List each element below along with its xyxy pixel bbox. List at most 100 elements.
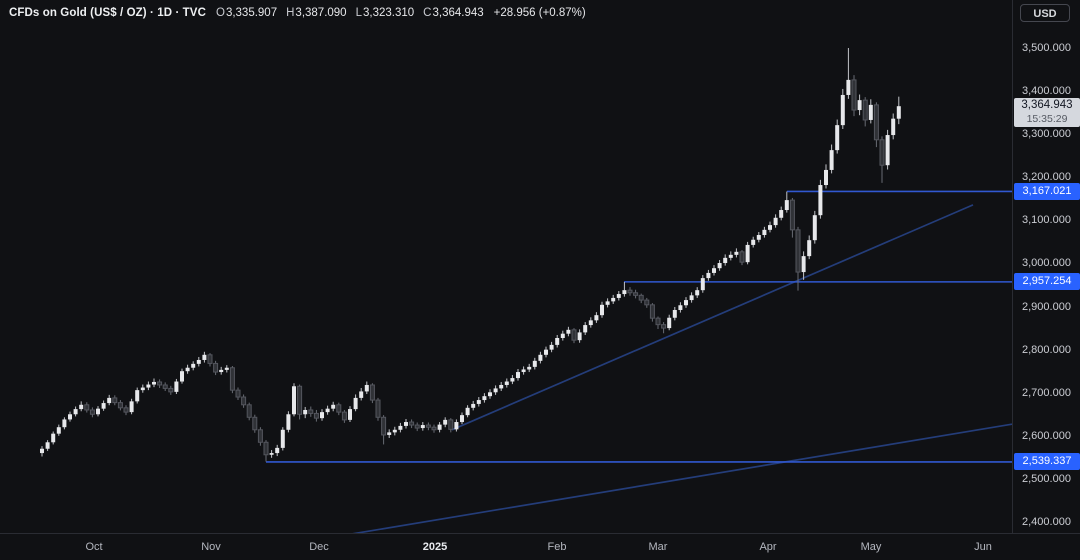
candle-up[interactable] bbox=[751, 239, 756, 245]
candle-up[interactable] bbox=[348, 409, 352, 420]
candle-up[interactable] bbox=[723, 257, 728, 264]
candle-up[interactable] bbox=[605, 301, 610, 305]
candle-down[interactable] bbox=[414, 424, 420, 429]
candle-up[interactable] bbox=[488, 392, 492, 397]
candle-up[interactable] bbox=[185, 367, 190, 372]
candle-up[interactable] bbox=[544, 349, 548, 355]
candle-up[interactable] bbox=[320, 412, 324, 419]
candle-down[interactable] bbox=[157, 381, 163, 386]
candle-up[interactable] bbox=[219, 369, 224, 373]
candle-up[interactable] bbox=[286, 414, 291, 430]
candle-up[interactable] bbox=[56, 427, 61, 434]
candle-up[interactable] bbox=[667, 317, 672, 329]
candle-up[interactable] bbox=[465, 407, 470, 416]
candle-up[interactable] bbox=[40, 448, 44, 454]
candle-up[interactable] bbox=[745, 244, 750, 263]
candle-up[interactable] bbox=[784, 200, 789, 211]
candle-up[interactable] bbox=[678, 305, 683, 310]
candle-up[interactable] bbox=[734, 251, 739, 255]
candle-up[interactable] bbox=[594, 315, 599, 321]
candle-down[interactable] bbox=[571, 329, 577, 341]
candle-up[interactable] bbox=[885, 135, 890, 166]
candle-down[interactable] bbox=[789, 199, 795, 231]
candle-down[interactable] bbox=[117, 402, 123, 409]
candle-up[interactable] bbox=[756, 235, 761, 240]
candle-up[interactable] bbox=[353, 397, 358, 410]
candle-up[interactable] bbox=[392, 429, 397, 433]
candle-down[interactable] bbox=[661, 324, 667, 329]
candle-up[interactable] bbox=[499, 384, 504, 389]
candle-up[interactable] bbox=[180, 371, 184, 382]
candle-down[interactable] bbox=[638, 294, 644, 301]
candle-up[interactable] bbox=[538, 354, 543, 361]
currency-button[interactable]: USD bbox=[1020, 4, 1070, 22]
candle-up[interactable] bbox=[706, 272, 711, 279]
candle-up[interactable] bbox=[471, 403, 476, 408]
candle-down[interactable] bbox=[241, 396, 247, 406]
candle-up[interactable] bbox=[812, 215, 817, 241]
candle-down[interactable] bbox=[644, 299, 650, 306]
candle-up[interactable] bbox=[672, 309, 677, 318]
candle-up[interactable] bbox=[437, 424, 442, 430]
candle-up[interactable] bbox=[857, 100, 862, 111]
candle-up[interactable] bbox=[359, 391, 364, 398]
candle-up[interactable] bbox=[521, 369, 526, 373]
candle-down[interactable] bbox=[84, 404, 90, 411]
candle-up[interactable] bbox=[140, 387, 145, 391]
candle-up[interactable] bbox=[146, 384, 151, 388]
candle-up[interactable] bbox=[135, 390, 140, 402]
candle-up[interactable] bbox=[96, 408, 100, 415]
ascending-trendline[interactable] bbox=[451, 204, 974, 431]
candle-up[interactable] bbox=[600, 304, 604, 316]
candle-down[interactable] bbox=[633, 292, 639, 296]
candle-up[interactable] bbox=[891, 118, 896, 136]
candle-up[interactable] bbox=[588, 320, 593, 326]
candle-up[interactable] bbox=[269, 453, 274, 455]
candle-down[interactable] bbox=[162, 384, 168, 389]
candle-down[interactable] bbox=[257, 429, 263, 443]
candle-down[interactable] bbox=[112, 397, 118, 404]
candle-up[interactable] bbox=[191, 363, 196, 368]
candle-down[interactable] bbox=[739, 251, 745, 263]
candle-down[interactable] bbox=[207, 354, 213, 364]
candle-down[interactable] bbox=[123, 407, 129, 413]
candle-up[interactable] bbox=[566, 329, 571, 334]
candle-up[interactable] bbox=[516, 372, 520, 379]
candlestick-chart-canvas[interactable] bbox=[0, 0, 1012, 533]
candle-down[interactable] bbox=[308, 409, 314, 414]
candle-up[interactable] bbox=[801, 256, 806, 273]
symbol-title[interactable]: CFDs on Gold (US$ / OZ) · 1D · TVC bbox=[9, 7, 206, 19]
candle-down[interactable] bbox=[873, 104, 879, 141]
candle-up[interactable] bbox=[51, 433, 56, 443]
candle-up[interactable] bbox=[45, 442, 50, 449]
candle-up[interactable] bbox=[768, 225, 772, 230]
candle-up[interactable] bbox=[174, 381, 179, 392]
candle-down[interactable] bbox=[252, 416, 258, 431]
candle-down[interactable] bbox=[341, 411, 347, 421]
candle-up[interactable] bbox=[616, 294, 621, 298]
candle-up[interactable] bbox=[275, 447, 280, 454]
candle-up[interactable] bbox=[583, 325, 588, 333]
candle-up[interactable] bbox=[364, 384, 369, 392]
candle-up[interactable] bbox=[829, 150, 834, 170]
candle-down[interactable] bbox=[263, 441, 269, 456]
candle-up[interactable] bbox=[443, 419, 448, 425]
candle-up[interactable] bbox=[840, 94, 845, 126]
candle-down[interactable] bbox=[627, 289, 633, 294]
candle-down[interactable] bbox=[862, 99, 868, 121]
candle-up[interactable] bbox=[107, 397, 112, 404]
candle-down[interactable] bbox=[89, 409, 95, 415]
candle-down[interactable] bbox=[246, 404, 252, 418]
candle-up[interactable] bbox=[807, 240, 812, 257]
candle-down[interactable] bbox=[235, 389, 241, 398]
candle-up[interactable] bbox=[818, 185, 823, 216]
candle-up[interactable] bbox=[202, 354, 207, 360]
candle-up[interactable] bbox=[196, 359, 201, 364]
candle-up[interactable] bbox=[555, 338, 560, 345]
candle-down[interactable] bbox=[879, 139, 885, 166]
candle-down[interactable] bbox=[213, 362, 219, 373]
candle-down[interactable] bbox=[409, 421, 415, 426]
last-price-label[interactable]: 3,364.943 15:35:29 bbox=[1014, 98, 1080, 128]
candle-down[interactable] bbox=[313, 412, 319, 419]
candle-up[interactable] bbox=[835, 125, 840, 151]
